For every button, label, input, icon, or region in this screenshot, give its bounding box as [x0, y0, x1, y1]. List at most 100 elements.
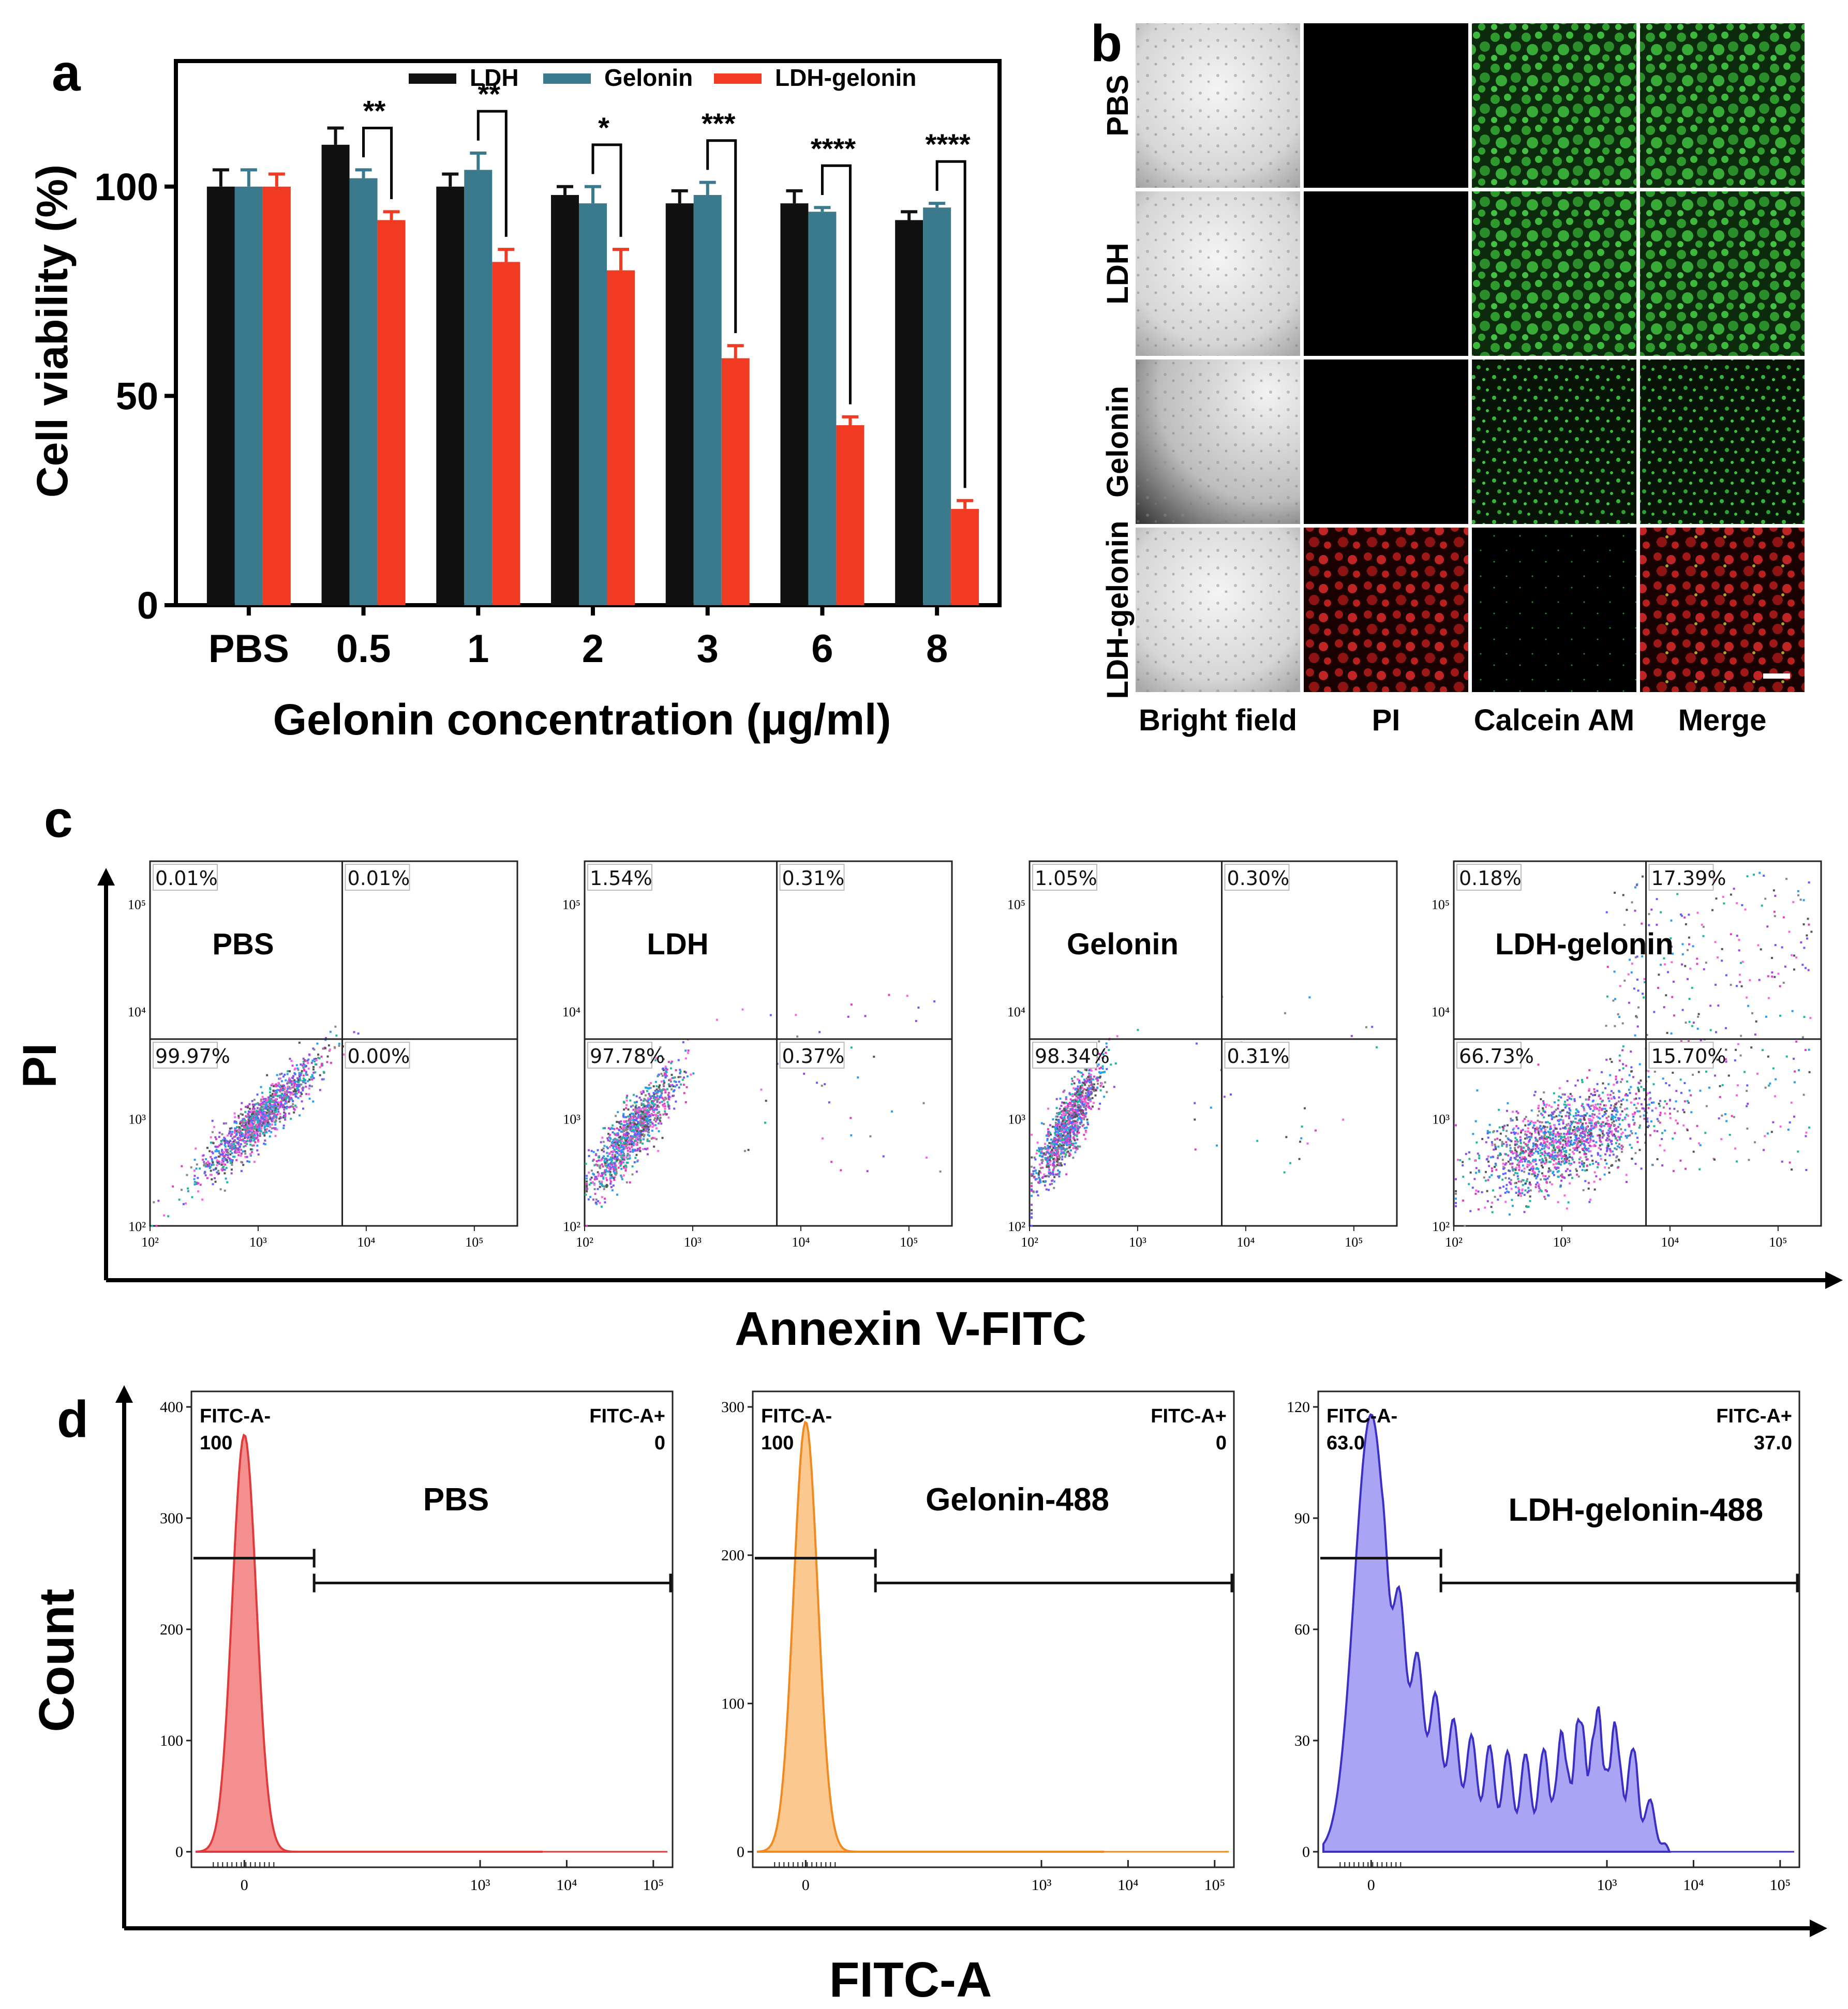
event-dot: [1593, 1144, 1596, 1146]
event-dot: [238, 1151, 241, 1153]
event-dot: [1061, 1138, 1064, 1141]
event-dot: [250, 1117, 252, 1119]
event-dot: [657, 1074, 660, 1076]
event-dot: [1578, 1122, 1581, 1125]
event-dot: [1585, 1147, 1588, 1150]
legend-swatch-gelonin: [543, 73, 591, 84]
event-dot: [1541, 1145, 1544, 1147]
event-dot: [1044, 1184, 1046, 1187]
event-dot: [1494, 1165, 1496, 1168]
event-dot: [210, 1156, 212, 1158]
event-dot: [1048, 1152, 1051, 1155]
event-dot: [155, 1224, 158, 1227]
event-dot: [636, 1141, 639, 1144]
event-dot: [305, 1071, 307, 1073]
event-dot: [628, 1120, 631, 1122]
event-dot: [605, 1183, 608, 1186]
event-dot: [257, 1126, 259, 1129]
event-dot: [659, 1096, 661, 1099]
event-dot: [603, 1172, 605, 1174]
event-dot: [275, 1116, 277, 1118]
event-dot: [1075, 1113, 1077, 1116]
event-dot: [206, 1162, 208, 1164]
event-dot: [187, 1190, 189, 1192]
event-dot: [1552, 1163, 1555, 1166]
event-dot: [672, 1085, 675, 1088]
event-dot: [1636, 1136, 1638, 1139]
event-dot: [1593, 1107, 1596, 1110]
event-dot: [1081, 1084, 1083, 1087]
event-dot: [218, 1150, 220, 1152]
event-dot: [231, 1152, 233, 1155]
event-dot: [247, 1133, 249, 1135]
event-dot: [226, 1181, 229, 1183]
event-dot: [204, 1171, 206, 1174]
event-dot: [1510, 1140, 1513, 1143]
event-dot: [664, 1110, 666, 1113]
event-dot: [618, 1162, 621, 1164]
event-dot: [1056, 1150, 1059, 1152]
event-dot: [662, 1088, 664, 1091]
event-dot: [605, 1186, 608, 1188]
event-dot: [206, 1165, 209, 1167]
event-dot: [1581, 1115, 1584, 1117]
event-dot: [280, 1095, 282, 1097]
event-dot: [622, 1148, 625, 1151]
event-dot: [1611, 1143, 1613, 1145]
event-dot: [1083, 1082, 1085, 1084]
event-dot: [1540, 1135, 1543, 1138]
event-dot: [1084, 1131, 1087, 1133]
event-dot: [588, 1155, 590, 1157]
event-dot: [655, 1108, 658, 1111]
event-dot: [286, 1082, 289, 1085]
event-dot: [647, 1126, 650, 1128]
event-dot: [248, 1133, 251, 1136]
event-dot: [606, 1151, 608, 1154]
event-dot: [300, 1091, 302, 1094]
event-dot: [1063, 1117, 1065, 1119]
event-dot: [1579, 1126, 1582, 1128]
event-dot: [276, 1084, 279, 1087]
event-dot: [607, 1164, 609, 1166]
event-dot: [1065, 1102, 1067, 1104]
event-dot: [636, 1135, 639, 1137]
event-dot: [1507, 1102, 1509, 1104]
event-dot: [1568, 1144, 1571, 1147]
event-dot: [607, 1139, 609, 1142]
event-dot: [1076, 1091, 1079, 1093]
event-dot: [1053, 1138, 1055, 1141]
event-dot: [664, 1107, 666, 1110]
event-dot: [1515, 1191, 1517, 1194]
event-dot: [609, 1171, 612, 1173]
event-dot: [1031, 1133, 1033, 1136]
event-dot: [1528, 1154, 1530, 1157]
event-dot: [1049, 1163, 1052, 1166]
event-dot: [1634, 1152, 1637, 1155]
event-dot: [1588, 1096, 1591, 1098]
event-dot: [300, 1072, 303, 1074]
event-dot: [647, 1122, 650, 1125]
event-dot: [622, 1152, 625, 1155]
event-dot: [215, 1138, 217, 1141]
event-dot: [614, 1144, 616, 1146]
event-dot: [221, 1158, 224, 1160]
event-dot: [609, 1177, 612, 1179]
event-dot: [303, 1064, 306, 1067]
event-dot: [640, 1091, 643, 1093]
event-dot: [1510, 1117, 1512, 1120]
event-dot: [1086, 1105, 1089, 1108]
event-dot: [1563, 1103, 1566, 1106]
event-dot: [636, 1130, 638, 1132]
event-dot: [629, 1099, 632, 1102]
event-dot: [282, 1116, 285, 1119]
event-dot: [1062, 1110, 1065, 1112]
event-dot: [1518, 1156, 1521, 1159]
event-dot: [1575, 1170, 1578, 1172]
event-dot: [281, 1106, 284, 1108]
event-dot: [190, 1166, 192, 1168]
event-dot: [1559, 1128, 1562, 1130]
event-dot: [240, 1121, 243, 1124]
event-dot: [271, 1120, 273, 1122]
event-dot: [1523, 1167, 1526, 1170]
event-dot: [1536, 1146, 1539, 1148]
